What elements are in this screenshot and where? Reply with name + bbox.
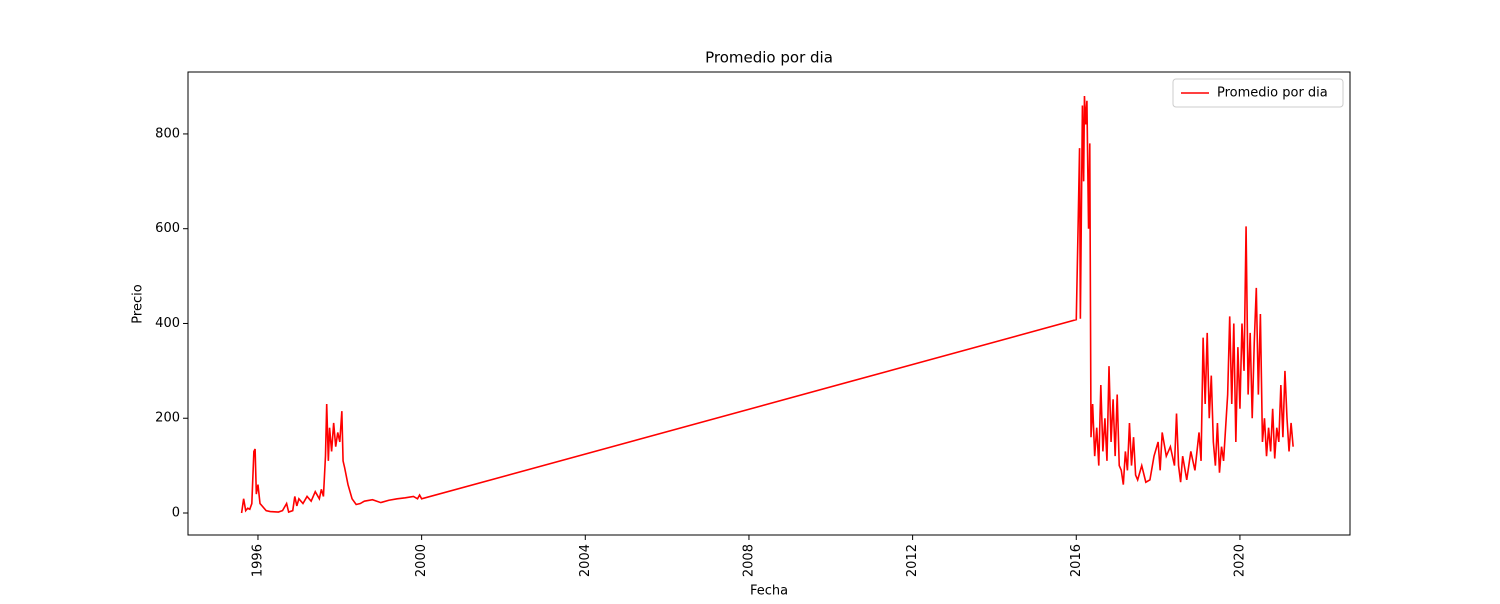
line-series bbox=[240, 95, 1294, 514]
y-tick-label: 800 bbox=[155, 126, 180, 141]
chart-title: Promedio por dia bbox=[705, 49, 833, 67]
x-tick-label: 2012 bbox=[905, 544, 920, 577]
y-tick-label: 200 bbox=[155, 411, 180, 426]
legend-box bbox=[1172, 78, 1344, 108]
y-tick-label: 0 bbox=[172, 506, 180, 521]
x-tick-label: 2008 bbox=[741, 544, 756, 577]
x-tick-label: 2020 bbox=[1232, 544, 1247, 577]
x-tick-label: 2016 bbox=[1069, 544, 1084, 577]
y-axis-label: Precio bbox=[131, 284, 146, 323]
x-tick-label: 2004 bbox=[578, 544, 593, 577]
x-tick-label: 2000 bbox=[414, 544, 429, 577]
y-tick-label: 400 bbox=[155, 316, 180, 331]
plot-frame bbox=[187, 71, 1351, 536]
y-tick-label: 600 bbox=[155, 221, 180, 236]
legend-label: Promedio por dia bbox=[1217, 86, 1328, 101]
x-axis-label: Fecha bbox=[750, 584, 788, 599]
x-tick-label: 1996 bbox=[250, 544, 265, 577]
